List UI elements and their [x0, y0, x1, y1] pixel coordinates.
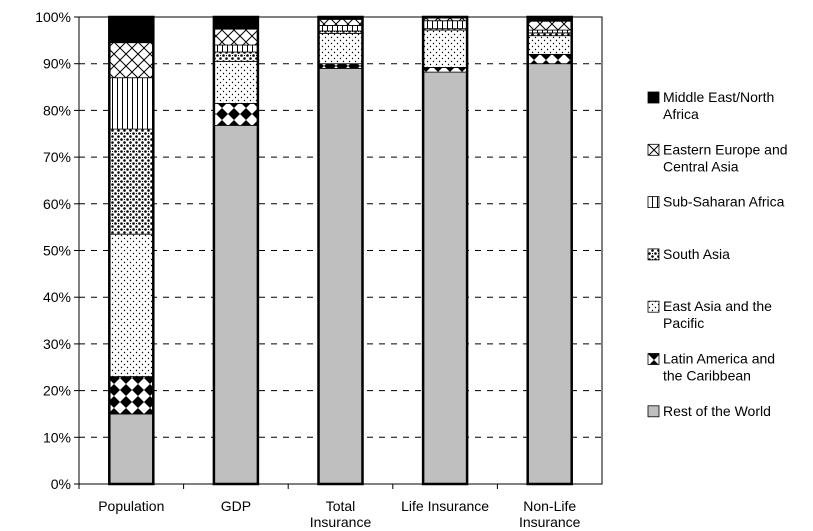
y-tick-labels: 0% 10% 20% 30% 40% 50% 60% 70% 80% 90% 100%: [35, 9, 79, 492]
bars: [108, 15, 573, 486]
bar-segment: [108, 413, 154, 485]
y-tick-label: 90%: [43, 56, 71, 72]
bar-segment: [108, 376, 154, 415]
bar-segment: [527, 63, 573, 485]
y-tick-label: 0%: [51, 476, 71, 492]
bar-segment: [213, 51, 259, 62]
category-label: Life Insurance: [401, 498, 489, 514]
bar-segment: [527, 29, 573, 34]
bar-segment: [422, 71, 468, 485]
legend-label: East Asia and the Pacific: [663, 298, 772, 331]
y-tick-label: 80%: [43, 102, 71, 118]
bar-segment: [213, 16, 259, 30]
y-tick-label: 70%: [43, 149, 71, 165]
bar-segment: [422, 29, 468, 68]
bar-segment: [527, 53, 573, 65]
bar-segment: [213, 124, 259, 485]
bar-segment: [318, 25, 363, 32]
bar-segment: [527, 35, 573, 55]
y-tick-label: 30%: [43, 336, 71, 352]
bar-segment: [213, 102, 259, 126]
bar-segment: [422, 67, 468, 73]
bar-segment: [213, 28, 259, 46]
y-tick-label: 40%: [43, 289, 71, 305]
bar-segment: [318, 32, 363, 65]
legend-label: Eastern Europe and Central Asia: [663, 141, 788, 174]
bar-segment: [108, 233, 154, 377]
legend-label: South Asia: [663, 246, 730, 262]
y-tick-label: 100%: [35, 9, 71, 25]
legend-label: Middle East/North Africa: [663, 89, 774, 122]
bar-segment: [108, 128, 154, 235]
category-label: GDP: [221, 498, 251, 514]
category-label: Population: [98, 498, 164, 514]
bar-segment: [527, 20, 573, 31]
bar-segment: [213, 60, 259, 104]
legend-swatch: [647, 248, 660, 261]
bar-segment: [318, 18, 363, 26]
gridlines: [79, 63, 602, 438]
legend-swatch: [647, 196, 660, 209]
y-tick-label: 50%: [43, 243, 71, 259]
bar-segment: [108, 42, 154, 79]
legend-swatch: [647, 405, 660, 418]
bar-segment: [318, 67, 363, 485]
legend-swatch: [647, 143, 660, 156]
y-tick-label: 10%: [43, 429, 71, 445]
legend-swatch: [647, 353, 660, 365]
bar-segment: [108, 16, 154, 44]
bar-segment: [527, 32, 573, 37]
legend-label: Sub-Saharan Africa: [663, 194, 785, 210]
legend-swatch: [647, 91, 660, 104]
category-labels: Population GDP Total Insurance Life Insuranc…: [78, 484, 581, 530]
category-label: Total Insurance: [310, 498, 372, 530]
bar-segment: [422, 17, 468, 22]
category-label: Non-Life Insurance: [519, 498, 581, 530]
legend-label: Latin America and the Caribbean: [663, 351, 775, 384]
bar-segment: [422, 20, 468, 30]
bar-segment: [213, 44, 259, 53]
legend-label: Rest of the World: [663, 403, 771, 419]
legend: Middle East/North Africa Eastern Europe an…: [647, 89, 788, 419]
bar-segment: [318, 63, 363, 69]
y-tick-label: 20%: [43, 383, 71, 399]
y-tick-label: 60%: [43, 196, 71, 212]
bar-segment: [108, 77, 154, 130]
legend-swatch: [647, 300, 660, 313]
